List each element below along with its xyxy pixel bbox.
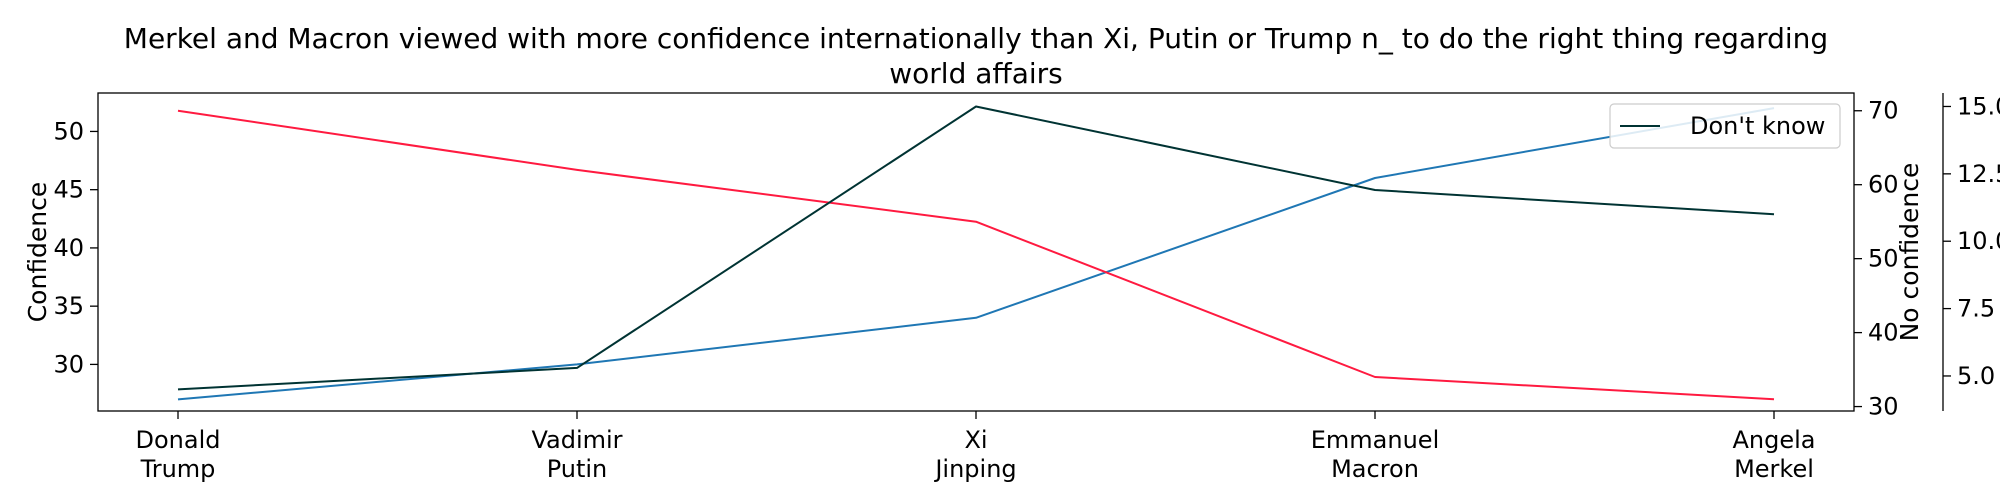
x-axis-tick-label: Emmanuel xyxy=(1311,426,1439,454)
x-axis-tick-label: Xi xyxy=(964,426,987,454)
left-axis-tick-label: 50 xyxy=(53,117,84,145)
right-axis-1-tick-label: 60 xyxy=(1868,171,1899,199)
x-axis-tick-label: Macron xyxy=(1331,455,1419,483)
right-y-axis-dont-know: 5.0 7.5 10.0 12.5 15.0 xyxy=(1942,92,2000,411)
left-axis-tick-label: 45 xyxy=(53,176,84,204)
left-axis-tick-label: 40 xyxy=(53,234,84,262)
x-axis-tick-label: Merkel xyxy=(1734,455,1814,483)
right-axis-2-tick-label: 12.5 xyxy=(1957,160,2000,188)
right-y-axis-no-confidence: 30 40 50 60 70 xyxy=(1854,97,1899,421)
left-axis-tick-label: 35 xyxy=(53,292,84,320)
series-line-right1 xyxy=(177,109,1775,401)
legend-label-dont-know: Don't know xyxy=(1690,112,1825,140)
chart-title-line-1: Merkel and Macron viewed with more confi… xyxy=(124,22,1828,55)
right-axis-1-tick-label: 30 xyxy=(1868,393,1899,421)
right-axis-2-tick-label: 15.0 xyxy=(1957,92,2000,120)
left-axis-tick-label: 30 xyxy=(53,350,84,378)
x-axis-tick-label: Donald xyxy=(136,426,221,454)
x-axis-tick-label: Putin xyxy=(547,455,608,483)
left-y-axis: 30 35 40 45 50 xyxy=(53,117,98,378)
chart-title: Merkel and Macron viewed with more confi… xyxy=(124,22,1828,90)
chart-title-line-2: world affairs xyxy=(889,57,1062,90)
series-line-right2 xyxy=(177,105,1775,391)
right-axis-2-tick-label: 7.5 xyxy=(1957,295,1995,323)
legend: Don't know xyxy=(1609,103,1841,149)
x-axis-tick-label: Trump xyxy=(140,455,216,483)
right-axis-1-tick-label: 40 xyxy=(1868,319,1899,347)
x-axis-tick-label: Jinping xyxy=(933,455,1016,483)
right-axis-2-tick-label: 10.0 xyxy=(1957,227,2000,255)
x-axis-tick-label: Vadimir xyxy=(531,426,622,454)
series-line-left xyxy=(177,107,1775,401)
right-axis-label-no-confidence: No confidence xyxy=(1895,163,1924,342)
x-axis-tick-label: Angela xyxy=(1732,426,1815,454)
legend-box xyxy=(1609,103,1841,149)
left-axis-label: Confidence xyxy=(23,182,52,323)
right-axis-1-tick-label: 50 xyxy=(1868,245,1899,273)
series-layer xyxy=(177,105,1775,401)
right-axis-2-tick-label: 5.0 xyxy=(1957,362,1995,390)
right-axis-1-tick-label: 70 xyxy=(1868,97,1899,125)
